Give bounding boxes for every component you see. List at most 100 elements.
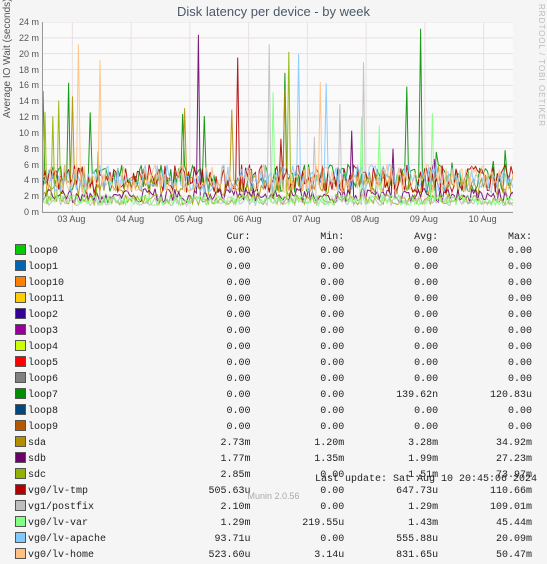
legend-swatch <box>15 292 26 303</box>
series-cur: 0.00 <box>159 308 253 324</box>
series-name: vg1/postfix <box>26 500 159 516</box>
series-name: loop9 <box>26 420 159 436</box>
x-tick: 04 Aug <box>116 214 144 224</box>
series-avg: 0.00 <box>346 244 440 260</box>
x-tick: 10 Aug <box>469 214 497 224</box>
series-name: loop4 <box>26 340 159 356</box>
series-max: 0.00 <box>440 340 534 356</box>
y-tick: 18 m <box>7 65 39 75</box>
series-max: 27.23m <box>440 452 534 468</box>
legend-swatch <box>15 500 26 511</box>
series-avg: 0.00 <box>346 324 440 340</box>
y-tick: 2 m <box>7 191 39 201</box>
series-name: sda <box>26 436 159 452</box>
series-min: 3.14u <box>252 548 346 564</box>
legend-row: loop1 0.00 0.00 0.00 0.00 <box>14 260 534 276</box>
legend-row: vg0/lv-var 1.29m 219.55u 1.43m 45.44m <box>14 516 534 532</box>
series-name: sdc <box>26 468 159 484</box>
col-avg: Avg: <box>346 232 440 244</box>
legend-swatch <box>15 548 26 559</box>
legend-row: loop4 0.00 0.00 0.00 0.00 <box>14 340 534 356</box>
series-cur: 1.77m <box>159 452 253 468</box>
y-tick: 0 m <box>7 207 39 217</box>
series-max: 0.00 <box>440 356 534 372</box>
series-min: 0.00 <box>252 388 346 404</box>
legend-swatch <box>15 372 26 383</box>
chart-plot-area <box>42 22 513 213</box>
series-min: 0.00 <box>252 340 346 356</box>
legend-swatch <box>15 388 26 399</box>
legend-row: loop9 0.00 0.00 0.00 0.00 <box>14 420 534 436</box>
series-min: 0.00 <box>252 532 346 548</box>
y-tick: 20 m <box>7 49 39 59</box>
legend-row: loop8 0.00 0.00 0.00 0.00 <box>14 404 534 420</box>
col-cur: Cur: <box>159 232 253 244</box>
series-max: 0.00 <box>440 260 534 276</box>
series-avg: 0.00 <box>346 340 440 356</box>
series-max: 0.00 <box>440 244 534 260</box>
legend-swatch <box>15 452 26 463</box>
series-min: 0.00 <box>252 372 346 388</box>
series-avg: 0.00 <box>346 404 440 420</box>
series-name: vg0/lv-apache <box>26 532 159 548</box>
legend-swatch <box>15 260 26 271</box>
legend-swatch <box>15 468 26 479</box>
legend-swatch <box>15 340 26 351</box>
series-avg: 139.62n <box>346 388 440 404</box>
series-max: 0.00 <box>440 276 534 292</box>
series-name: loop10 <box>26 276 159 292</box>
legend-row: sdb 1.77m 1.35m 1.99m 27.23m <box>14 452 534 468</box>
series-min: 219.55u <box>252 516 346 532</box>
series-name: loop1 <box>26 260 159 276</box>
legend-swatch <box>15 532 26 543</box>
series-min: 0.00 <box>252 260 346 276</box>
series-avg: 1.29m <box>346 500 440 516</box>
series-min: 0.00 <box>252 292 346 308</box>
series-name: loop6 <box>26 372 159 388</box>
series-max: 0.00 <box>440 404 534 420</box>
series-max: 34.92m <box>440 436 534 452</box>
series-cur: 2.10m <box>159 500 253 516</box>
legend-swatch <box>15 244 26 255</box>
legend-swatch <box>15 436 26 447</box>
rrdtool-watermark: RRDTOOL / TOBI OETIKER <box>537 4 546 127</box>
series-min: 0.00 <box>252 404 346 420</box>
legend-row: loop7 0.00 0.00 139.62n 120.83u <box>14 388 534 404</box>
series-cur: 523.60u <box>159 548 253 564</box>
series-name: loop11 <box>26 292 159 308</box>
series-avg: 0.00 <box>346 308 440 324</box>
legend-swatch <box>15 356 26 367</box>
y-tick: 14 m <box>7 96 39 106</box>
series-cur: 0.00 <box>159 388 253 404</box>
col-max: Max: <box>440 232 534 244</box>
chart-title: Disk latency per device - by week <box>0 0 547 19</box>
series-cur: 0.00 <box>159 292 253 308</box>
series-min: 0.00 <box>252 500 346 516</box>
legend-swatch <box>15 324 26 335</box>
legend-row: sda 2.73m 1.20m 3.28m 34.92m <box>14 436 534 452</box>
series-min: 0.00 <box>252 244 346 260</box>
series-cur: 2.85m <box>159 468 253 484</box>
series-min: 0.00 <box>252 420 346 436</box>
y-tick: 12 m <box>7 112 39 122</box>
series-name: loop7 <box>26 388 159 404</box>
legend-row: loop5 0.00 0.00 0.00 0.00 <box>14 356 534 372</box>
legend-row: loop10 0.00 0.00 0.00 0.00 <box>14 276 534 292</box>
series-avg: 0.00 <box>346 420 440 436</box>
y-tick: 24 m <box>7 17 39 27</box>
legend-row: loop11 0.00 0.00 0.00 0.00 <box>14 292 534 308</box>
legend-swatch <box>15 516 26 527</box>
series-avg: 0.00 <box>346 276 440 292</box>
series-avg: 0.00 <box>346 356 440 372</box>
series-min: 0.00 <box>252 356 346 372</box>
series-name: sdb <box>26 452 159 468</box>
series-cur: 0.00 <box>159 356 253 372</box>
series-avg: 3.28m <box>346 436 440 452</box>
series-avg: 1.99m <box>346 452 440 468</box>
x-tick: 06 Aug <box>234 214 262 224</box>
series-name: vg0/lv-home <box>26 548 159 564</box>
series-name: loop5 <box>26 356 159 372</box>
series-max: 0.00 <box>440 324 534 340</box>
series-name: loop8 <box>26 404 159 420</box>
series-cur: 0.00 <box>159 372 253 388</box>
